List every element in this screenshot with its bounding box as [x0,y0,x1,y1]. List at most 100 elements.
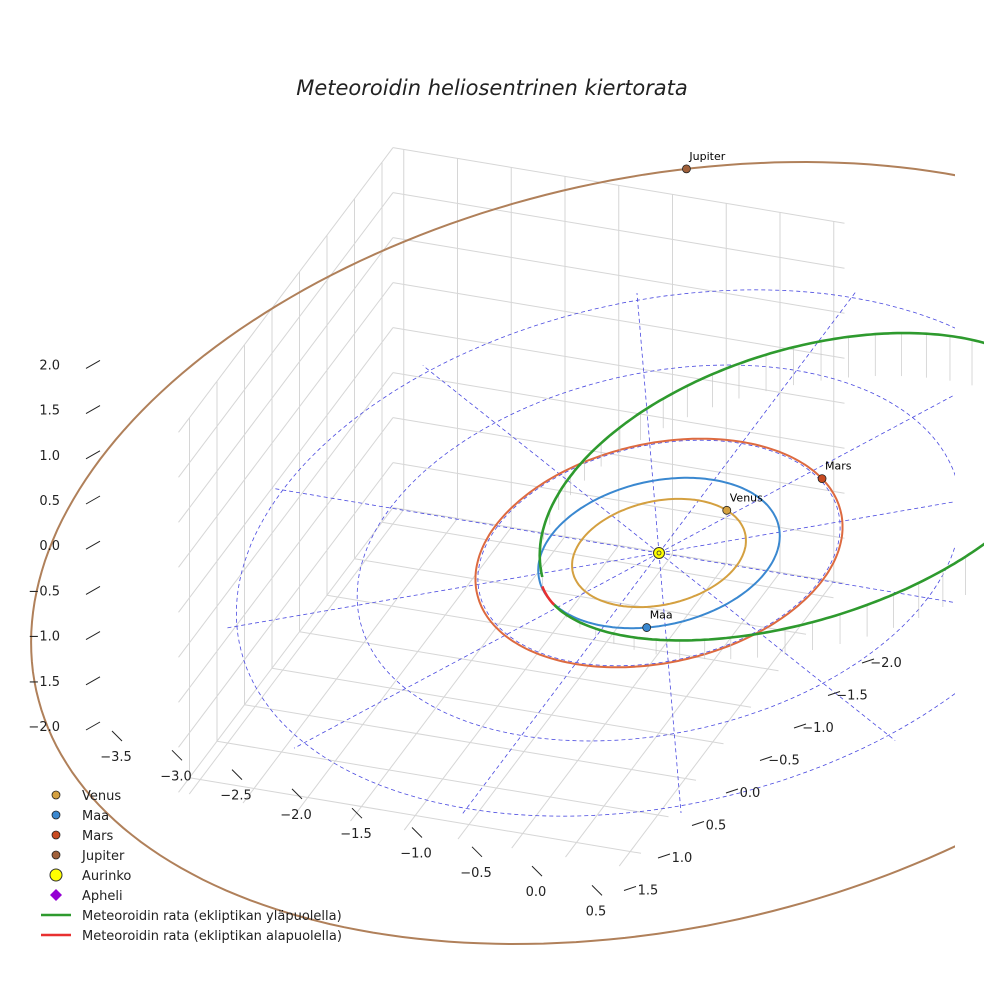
grid-line [178,192,394,478]
grid-line [392,237,845,314]
grid-line [178,282,394,568]
bodies: Venus Maa Mars Jupiter [642,150,852,632]
legend-label: Maa [82,809,109,824]
y-tick [827,691,841,696]
reference-spoke [658,552,682,814]
grid-line [354,558,807,635]
y-axis-ticks: −2.0 −1.5 −1.0 −0.5 0.0 0.5 1.0 1.5 [623,656,902,899]
z-tick [85,585,101,595]
z-tick [85,405,101,415]
sun-marker [653,547,665,559]
z-tick [85,631,101,641]
grid-line [381,521,834,599]
y-tick-label: −0.5 [768,754,800,769]
y-tick [759,756,773,761]
legend-marker [51,790,61,800]
planet-venus [722,505,732,515]
grid-line [350,536,566,822]
x-tick [351,807,363,819]
grid-line [244,704,697,781]
z-tick [85,676,101,686]
x-tick-label: −0.5 [460,866,492,881]
planet-label-mars: Mars [825,460,852,473]
x-tick-label: −1.5 [340,827,372,842]
legend-label: Meteoroidin rata (ekliptikan alapuolella… [82,929,342,944]
z-tick-label: −1.5 [28,675,60,690]
grid-line [178,147,394,433]
x-tick [411,827,423,838]
y-tick-label: 0.0 [740,786,761,801]
grid-line [242,518,458,804]
grid-line [189,777,642,854]
x-tick [111,730,123,742]
z-tick [85,495,101,505]
grid-line [392,282,845,359]
z-tick [85,721,101,731]
x-tick-label: −3.5 [100,750,132,765]
y-tick [691,821,705,826]
z-tick-label: 2.0 [39,358,60,373]
z-tick-label: 0.5 [39,494,60,509]
grid-line [392,192,845,269]
z-tick [85,359,101,369]
planet-label-venus: Venus [730,491,763,504]
reference-spoke [224,552,660,629]
y-tick [861,658,875,664]
grid-line [457,554,673,840]
z-tick [85,450,101,460]
orbit-maa [537,476,781,630]
grid-line [299,631,752,708]
planet-label-maa: Maa [650,609,673,622]
legend-marker [51,810,61,820]
grid-line [188,509,405,795]
reference-circle [235,289,955,817]
grid-line [392,327,845,404]
y-tick-label: −1.0 [802,721,834,736]
grid-line [178,372,394,658]
x-tick [531,865,543,877]
x-tick-label: −3.0 [160,769,192,784]
z-tick-label: −2.0 [28,720,60,735]
sun-core [656,550,662,556]
reference-spoke [658,394,955,554]
legend-marker [51,830,61,840]
grid-line [178,237,394,523]
grid-line [511,563,727,849]
meteoroid-orbit [538,331,984,642]
x-tick [591,885,603,896]
x-tick-label: 0.5 [586,904,607,919]
reference-spoke [636,292,660,554]
meteoroid-below-segment [541,585,556,606]
grid-line [178,462,394,748]
orbit-mars [474,437,844,669]
grid-line [618,581,835,867]
legend-label: Meteoroidin rata (ekliptikan yläpuolella… [82,909,342,924]
legend: Venus Maa Mars Jupiter Aurinko Apheli Meteoroi… [41,789,342,944]
orbit-jupiter [30,160,955,946]
legend-label: Jupiter [81,849,125,864]
ecliptic-reference-grid [224,289,955,817]
x-tick [231,769,243,780]
grid-line [326,594,779,672]
x-axis-ticks: −3.5 −3.0 −2.5 −2.0 −1.5 −1.0 −0.5 0.0 0.5 [100,730,607,919]
z-tick-label: −1.0 [28,630,60,645]
legend-label: Aurinko [82,869,131,884]
planet-maa [642,623,652,632]
z-tick-label: −0.5 [28,584,60,599]
grid-line [178,507,394,793]
grid-line [392,417,845,494]
y-tick [793,723,807,729]
planet-mars [817,474,827,484]
z-tick-label: 1.0 [39,449,60,464]
y-tick-label: −2.0 [870,656,902,671]
grid-line [392,372,845,449]
planet-jupiter [682,164,691,174]
z-tick-label: 0.0 [39,539,60,554]
legend-marker [49,868,63,882]
grid-line [271,667,724,745]
reference-spoke [293,552,660,749]
y-tick-label: −1.5 [836,689,868,704]
grid-line [216,740,669,818]
x-tick [291,788,303,800]
y-tick [725,788,739,794]
